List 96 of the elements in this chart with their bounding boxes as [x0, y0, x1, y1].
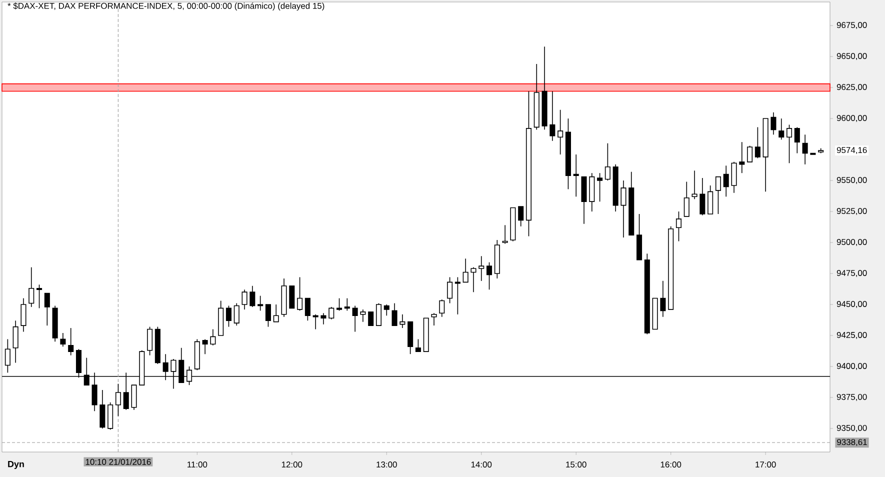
candlestick — [336, 298, 342, 312]
candlestick — [478, 256, 484, 282]
candlestick — [100, 390, 106, 429]
candlestick — [747, 145, 753, 162]
candlestick — [684, 181, 690, 217]
candlestick — [447, 276, 453, 304]
candlestick — [36, 284, 42, 309]
candlestick — [692, 170, 698, 200]
y-tick-label: 9400,00 — [836, 362, 867, 370]
candlestick — [558, 109, 564, 155]
y-tick-label: 9375,00 — [836, 394, 867, 401]
candlestick — [739, 142, 745, 174]
candlestick — [620, 180, 626, 238]
x-tick-label: 15:00 — [566, 462, 586, 468]
candlestick — [265, 304, 271, 328]
x-tick-label: 11:00 — [188, 462, 208, 468]
candlestick — [392, 302, 398, 326]
candlestick — [676, 211, 682, 242]
candlestick — [708, 185, 714, 214]
candlestick — [573, 154, 579, 198]
y-tick-label: 9675,00 — [836, 22, 867, 30]
candlestick — [68, 328, 74, 356]
y-tick-label: 9500,00 — [836, 239, 867, 246]
candlestick — [131, 384, 137, 410]
candlestick — [794, 126, 800, 154]
y-tick-label: 9525,00 — [836, 208, 867, 215]
candlestick — [470, 266, 476, 292]
candlestick — [376, 302, 382, 326]
candlestick — [108, 402, 114, 430]
candlestick — [462, 258, 468, 283]
y-tick-label: 9625,00 — [836, 84, 867, 92]
candlestick — [486, 262, 492, 290]
candlestick — [352, 305, 358, 332]
y-tick-label: 9450,00 — [836, 300, 867, 308]
candlestick — [731, 162, 737, 194]
ref-line-label: 9338,61 — [837, 439, 867, 446]
x-tick-label: 17:00 — [756, 462, 776, 468]
candlestick — [289, 285, 295, 309]
text: Dyn — [8, 460, 24, 470]
candlestick — [304, 298, 310, 321]
y-tick-label: 9425,00 — [836, 332, 867, 339]
candlestick — [115, 383, 121, 416]
candlestick — [242, 289, 248, 310]
candlestick — [400, 314, 406, 328]
candlestick — [384, 304, 390, 316]
y-tick-label: 9650,00 — [836, 53, 867, 60]
candlestick — [700, 178, 706, 216]
candlestick — [550, 90, 556, 142]
y-tick-label: 9550,00 — [836, 177, 867, 184]
candlestick — [715, 176, 721, 214]
candlestick — [273, 304, 279, 322]
x-tick-label: 16:00 — [660, 462, 682, 468]
candlestick — [802, 134, 808, 165]
x-tick-label: 13:00 — [376, 462, 397, 468]
candlestick — [723, 165, 729, 198]
candlestick — [415, 338, 421, 352]
candlestick — [28, 266, 34, 308]
y-tick-label: 9600,00 — [836, 115, 867, 122]
candlestick — [454, 276, 460, 315]
candlestick — [328, 306, 334, 320]
candlestick — [597, 172, 603, 202]
candlestick — [368, 312, 374, 326]
candlestick — [360, 309, 366, 322]
y-tick-label: 9350,00 — [836, 424, 867, 432]
candlestick — [431, 312, 437, 326]
candlestick — [754, 126, 760, 159]
x-tick-label: 12:00 — [282, 462, 302, 468]
candlestick — [147, 326, 153, 356]
candlestick — [518, 206, 524, 227]
candlestick — [344, 298, 350, 312]
candlestick — [226, 305, 232, 328]
y-tick-label: 9475,00 — [836, 270, 867, 277]
candlestick — [12, 320, 18, 364]
chart-title: * $DAX-XET, DAX PERFORMANCE-INDEX, 5, 00:00-00:00 (Dinámico) (delayed 15) — [8, 2, 324, 11]
candlestick — [297, 276, 303, 312]
ref-line-label: 10:10 21/01/2016 — [86, 458, 151, 465]
candlestick — [502, 224, 508, 244]
candlestick — [250, 285, 256, 308]
candlestick — [320, 312, 326, 325]
candlestick — [210, 328, 216, 346]
candlestick — [778, 118, 784, 140]
candlestick — [786, 124, 792, 164]
candlestick — [20, 298, 26, 332]
annotation: 9574,16 — [836, 147, 867, 154]
candlestick — [44, 292, 50, 326]
candlestick — [202, 338, 208, 354]
candlestick — [660, 280, 666, 318]
candlestick — [312, 314, 318, 330]
candlestick — [439, 299, 445, 318]
x-tick-label: 14:00 — [471, 462, 492, 468]
candlestick — [770, 112, 776, 136]
candlestick — [60, 332, 66, 348]
candlestick — [604, 142, 610, 181]
candlestick — [234, 302, 240, 326]
candlestick — [258, 295, 264, 312]
candlestick — [4, 338, 10, 374]
